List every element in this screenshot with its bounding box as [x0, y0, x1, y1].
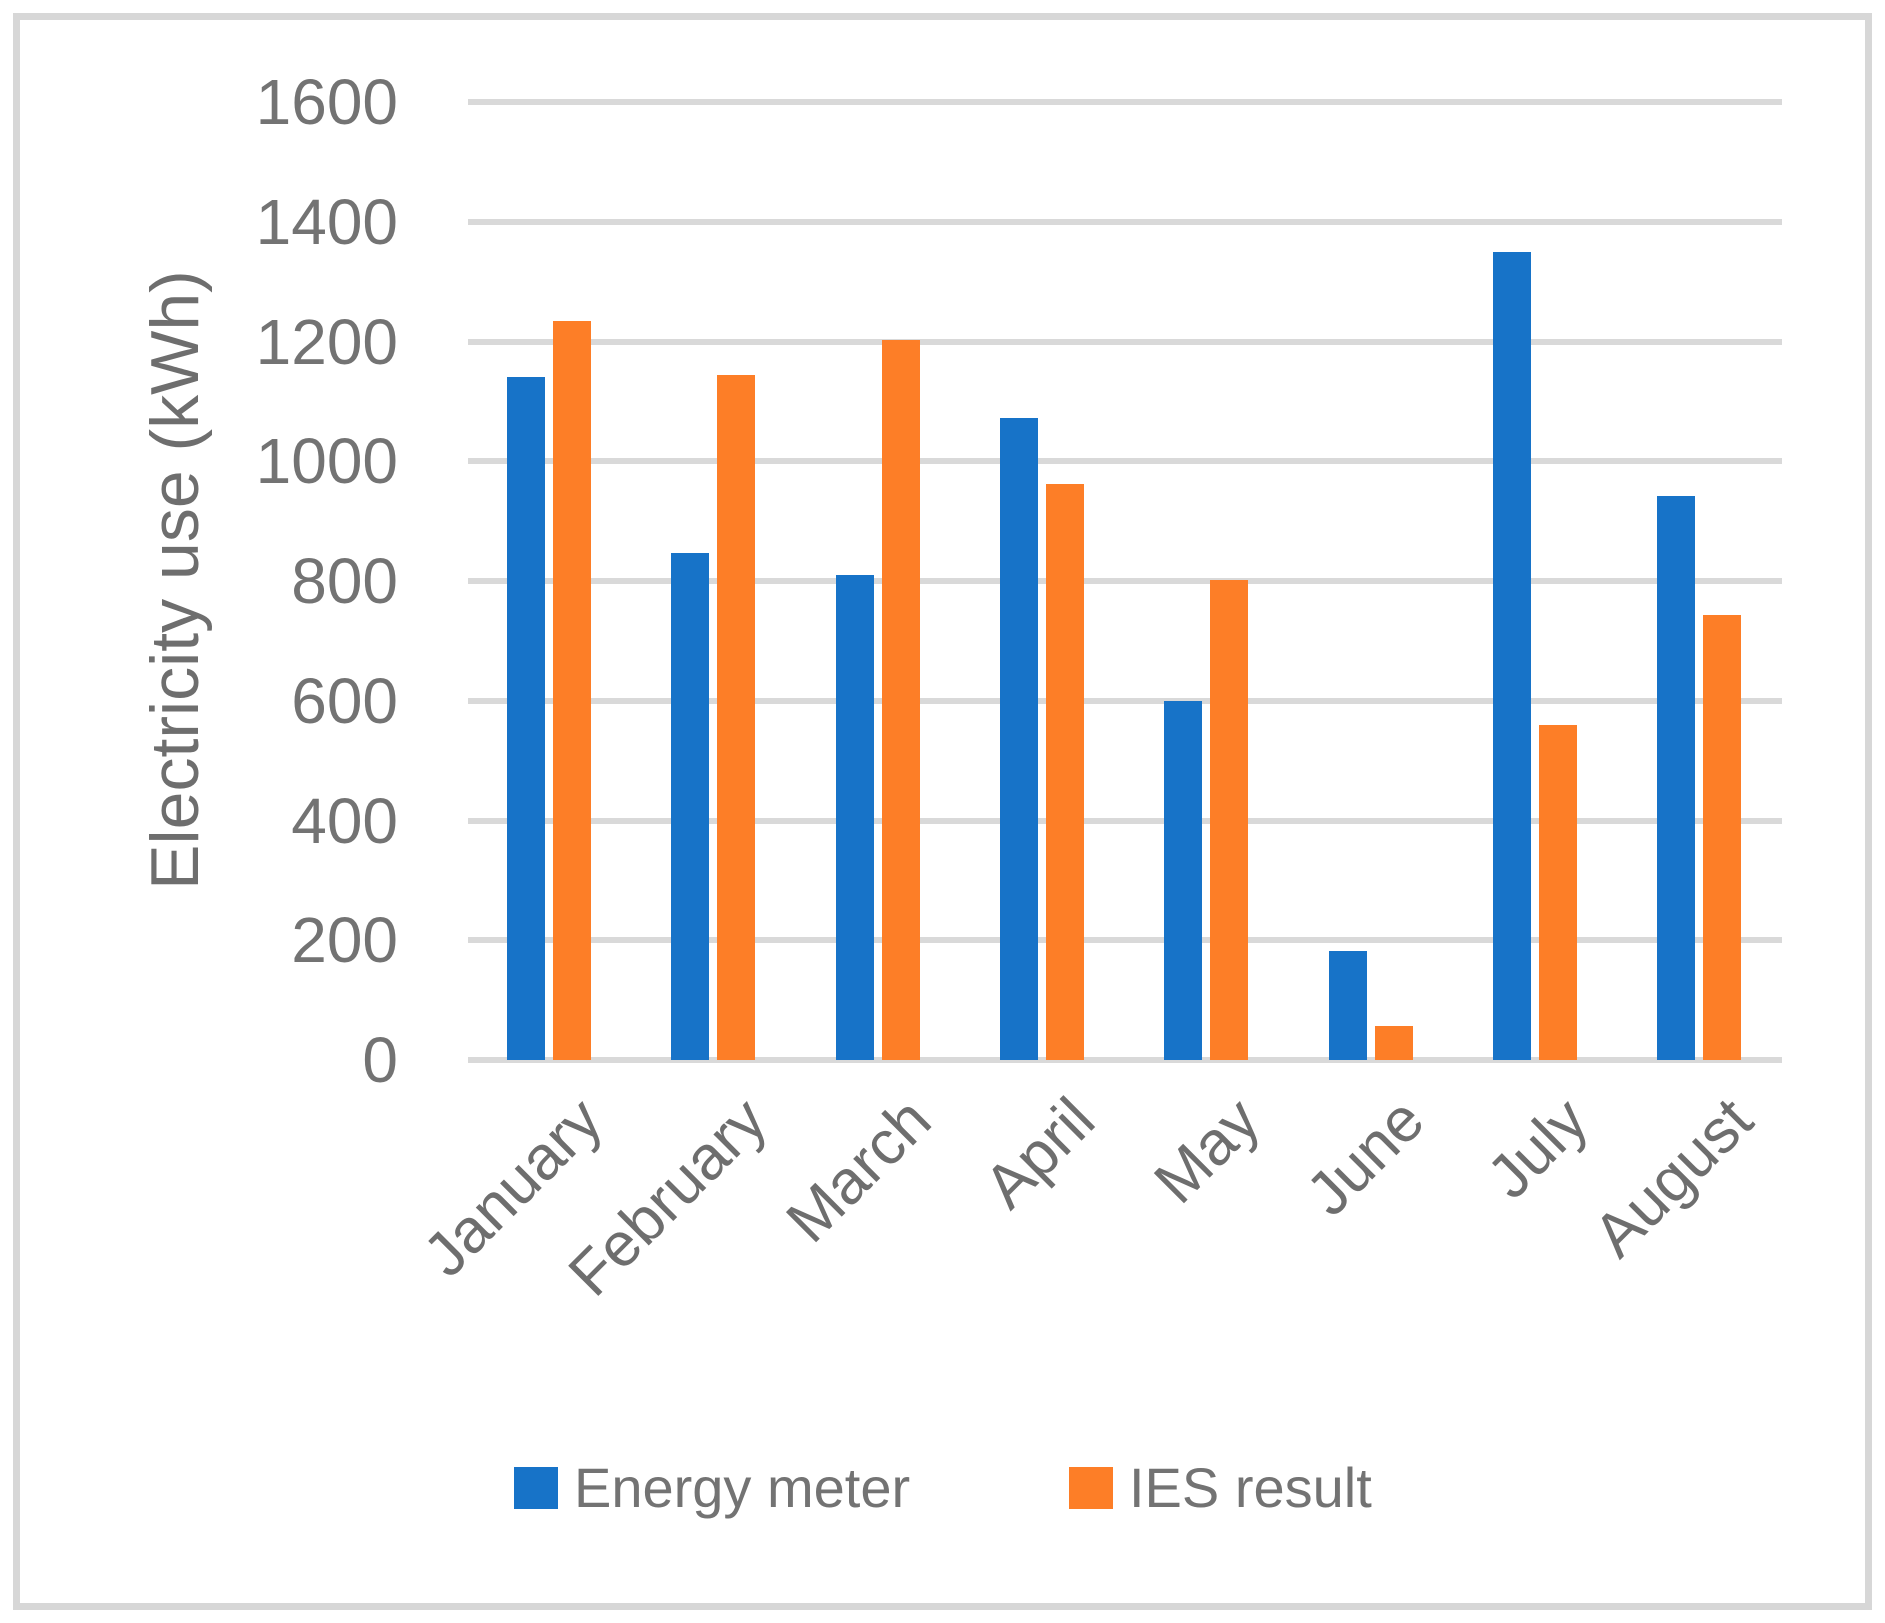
bar-energy-meter-june	[1328, 951, 1367, 1060]
y-tick-label-600: 600	[291, 664, 398, 737]
y-tick-label-1200: 1200	[255, 305, 398, 378]
bar-ies-result-july	[1538, 724, 1577, 1060]
gridline-800	[468, 578, 1782, 584]
y-tick-label-0: 0	[362, 1024, 398, 1096]
y-tick-label-1400: 1400	[255, 185, 398, 258]
bar-energy-meter-march	[835, 575, 874, 1060]
x-axis-label-may: May	[1141, 1085, 1273, 1217]
bar-ies-result-january	[553, 320, 591, 1060]
bar-energy-meter-april	[999, 417, 1038, 1060]
gridline-1600	[468, 99, 1782, 105]
legend-swatch-energy-meter	[514, 1467, 558, 1509]
bar-ies-result-may	[1210, 579, 1249, 1060]
bar-ies-result-april	[1045, 484, 1084, 1060]
legend-item-energy-meter: Energy meter	[514, 1456, 911, 1519]
legend-swatch-ies-result	[1069, 1467, 1113, 1509]
y-tick-label-400: 400	[291, 784, 398, 857]
gridline-600	[468, 697, 1782, 704]
gridline-400	[468, 817, 1782, 824]
y-tick-label-800: 800	[291, 545, 398, 617]
legend-label-ies-result: IES result	[1129, 1456, 1372, 1519]
bar-energy-meter-july	[1492, 251, 1531, 1060]
bar-ies-result-june	[1374, 1025, 1413, 1060]
bar-ies-result-february	[717, 375, 756, 1060]
gridline-1200	[468, 338, 1782, 345]
y-tick-label-200: 200	[291, 904, 398, 977]
bar-ies-result-march	[881, 339, 920, 1060]
x-axis-label-march: March	[773, 1085, 945, 1256]
x-axis-label-april: April	[971, 1085, 1109, 1222]
bar-energy-meter-february	[671, 552, 710, 1060]
y-tick-label-1000: 1000	[255, 425, 398, 498]
bar-energy-meter-may	[1164, 700, 1203, 1060]
x-axis-label-june: June	[1293, 1085, 1437, 1230]
y-tick-label-1600: 1600	[255, 66, 398, 138]
bar-ies-result-august	[1703, 615, 1742, 1060]
legend-label-energy-meter: Energy meter	[574, 1456, 911, 1519]
x-axis-label-august: August	[1580, 1085, 1766, 1271]
gridline-1400	[468, 218, 1782, 225]
bar-energy-meter-august	[1657, 495, 1696, 1060]
legend-item-ies-result: IES result	[1069, 1456, 1372, 1519]
x-axis-label-july: July	[1474, 1085, 1602, 1212]
bar-energy-meter-january	[507, 377, 545, 1060]
gridline-200	[468, 937, 1782, 944]
gridline-0	[468, 1057, 1782, 1063]
gridline-1000	[468, 458, 1782, 465]
